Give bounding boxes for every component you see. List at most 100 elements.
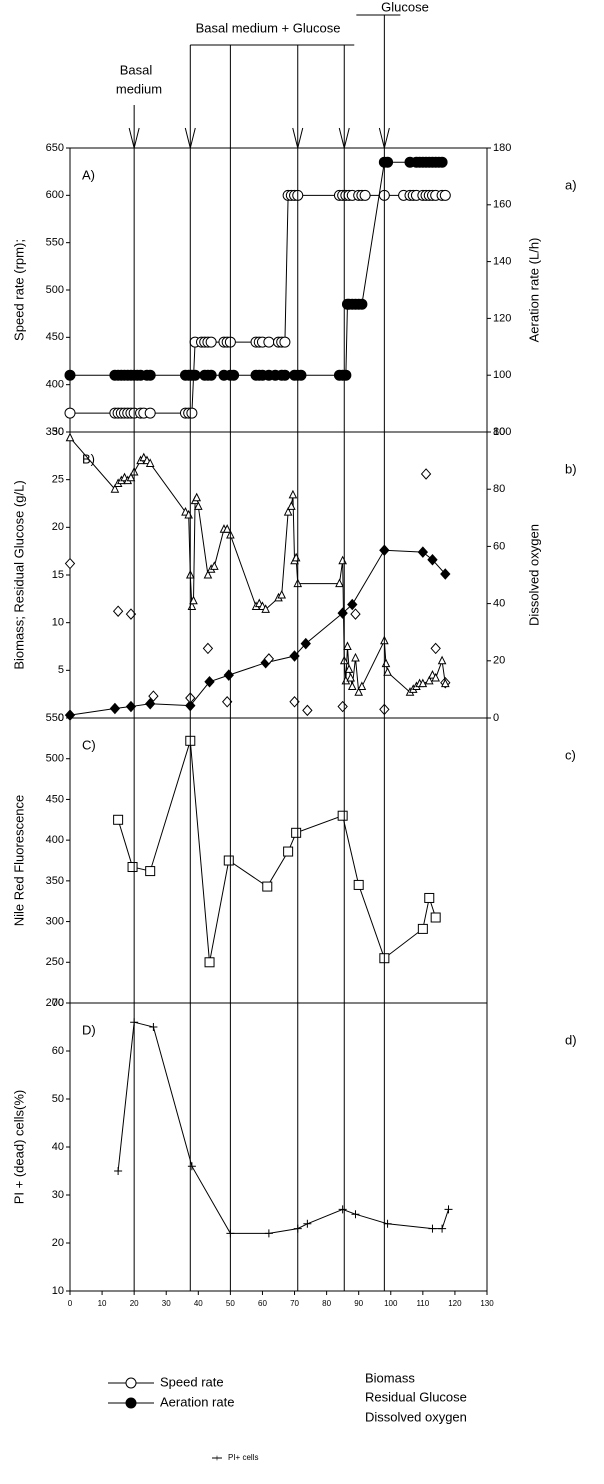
marker [357, 681, 367, 691]
marker [279, 369, 291, 381]
event-arrow [292, 127, 304, 149]
marker [417, 923, 428, 934]
marker [144, 369, 156, 381]
marker [347, 598, 358, 611]
y-tick-label: 20 [52, 521, 64, 533]
y-tick-label: 400 [46, 834, 64, 846]
y-tick-label: 200 [46, 997, 64, 1009]
annotation: medium [116, 81, 162, 96]
marker [438, 1224, 447, 1233]
marker [431, 672, 440, 682]
marker [337, 700, 348, 713]
y2-tick-label: 100 [493, 369, 511, 381]
marker [64, 557, 76, 570]
y2-axis-label: Dissolved oxygen [526, 524, 541, 626]
y-tick-label: 400 [46, 379, 64, 391]
series-line [69, 549, 446, 716]
y2-tick-label: 20 [493, 655, 505, 667]
marker [109, 702, 121, 715]
marker [300, 637, 311, 650]
y-tick-label: 250 [46, 956, 64, 968]
plot-frame [69, 717, 488, 1004]
marker [145, 458, 155, 467]
marker [340, 369, 352, 381]
marker [144, 407, 156, 419]
marker [192, 492, 202, 502]
marker [383, 667, 392, 676]
marker [420, 468, 432, 480]
y2-tick-label: 100 [493, 426, 511, 438]
legend-label: Biomass [365, 1370, 415, 1385]
series-line [117, 1021, 449, 1234]
marker [444, 1205, 453, 1214]
marker [347, 681, 357, 691]
marker [145, 866, 156, 877]
marker [424, 892, 435, 903]
y-tick-label: 600 [46, 189, 64, 201]
y-tick-label: 0 [58, 712, 64, 724]
marker [264, 1229, 273, 1238]
marker [263, 653, 275, 665]
y-tick-label: 350 [46, 426, 64, 438]
x-tick-label: 30 [162, 1299, 171, 1308]
marker [351, 652, 360, 662]
legend-marker [214, 1455, 220, 1461]
series-line [117, 740, 437, 963]
marker [288, 489, 298, 499]
marker [359, 189, 371, 201]
marker [186, 407, 198, 419]
y-axis-label: Biomass; Residual Glucose (g/L) [11, 480, 26, 669]
marker [113, 814, 124, 825]
marker [223, 669, 234, 681]
marker [283, 846, 294, 857]
marker [277, 589, 287, 599]
panel-label: C) [82, 737, 96, 752]
marker [351, 1210, 360, 1219]
marker [338, 555, 347, 565]
y-tick-label: 450 [46, 793, 64, 805]
y2-tick-label: 120 [493, 312, 511, 324]
marker [383, 1219, 392, 1228]
y-tick-label: 20 [52, 1237, 64, 1249]
annotation: Glucose [381, 0, 429, 14]
marker [440, 678, 450, 688]
y-tick-label: 30 [52, 1189, 64, 1201]
marker [149, 1023, 158, 1031]
marker [204, 676, 215, 688]
x-tick-label: 20 [130, 1299, 139, 1308]
marker [205, 369, 217, 381]
y-axis-label: Speed rate (rpm); [11, 239, 26, 341]
x-tick-label: 80 [322, 1299, 331, 1308]
series-line [69, 437, 446, 694]
legend-label: Dissolved oxygen [365, 1409, 467, 1424]
x-tick-label: 0 [68, 1299, 73, 1308]
marker [428, 1224, 437, 1233]
x-tick-label: 120 [448, 1299, 462, 1308]
x-tick-label: 110 [416, 1299, 429, 1308]
marker [193, 501, 203, 510]
marker [187, 1162, 196, 1171]
x-tick-label: 70 [290, 1299, 299, 1308]
marker [302, 704, 313, 717]
marker [439, 189, 451, 201]
y-tick-label: 25 [52, 474, 64, 486]
y2-tick-label: 60 [493, 540, 505, 552]
marker [337, 810, 348, 821]
marker [110, 484, 120, 493]
marker [440, 568, 451, 580]
marker [126, 472, 136, 482]
annotation: Basal [120, 62, 153, 77]
marker [148, 690, 159, 702]
y-tick-label: 10 [52, 1285, 64, 1297]
panel-label: A) [82, 167, 95, 182]
marker [427, 553, 438, 566]
marker [222, 524, 232, 533]
y-tick-label: 500 [46, 284, 64, 296]
y2-tick-label: 180 [493, 142, 511, 154]
marker [338, 1205, 347, 1214]
legend-label: PI+ cells [228, 1453, 258, 1462]
marker [354, 687, 364, 696]
y-tick-label: 350 [46, 875, 64, 887]
y-tick-label: 650 [46, 142, 64, 154]
